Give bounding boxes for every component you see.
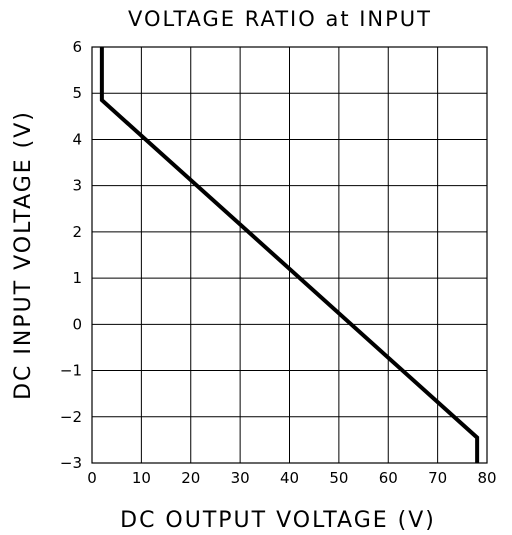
y-tick-label: −1 bbox=[60, 362, 82, 380]
y-tick-label: 5 bbox=[72, 84, 82, 102]
y-tick-label: 4 bbox=[72, 130, 82, 148]
x-tick-label: 50 bbox=[329, 469, 348, 487]
y-tick-label: 3 bbox=[72, 177, 82, 195]
y-tick-label: −2 bbox=[60, 408, 82, 426]
x-tick-label: 70 bbox=[428, 469, 447, 487]
x-tick-labels: 0 10 20 30 40 50 60 70 80 bbox=[87, 469, 496, 487]
x-tick-label: 0 bbox=[87, 469, 97, 487]
y-tick-label: 6 bbox=[72, 38, 82, 56]
grid bbox=[92, 47, 487, 463]
x-tick-label: 30 bbox=[231, 469, 250, 487]
y-tick-label: 1 bbox=[72, 269, 82, 287]
x-tick-label: 10 bbox=[132, 469, 151, 487]
x-tick-label: 20 bbox=[181, 469, 200, 487]
y-tick-labels: −3 −2 −1 0 1 2 3 4 5 6 bbox=[60, 38, 82, 472]
plot-frame bbox=[91, 46, 488, 464]
y-axis-title: DC INPUT VOLTAGE (V) bbox=[11, 110, 36, 400]
x-axis-title: DC OUTPUT VOLTAGE (V) bbox=[120, 508, 436, 533]
x-tick-label: 60 bbox=[379, 469, 398, 487]
y-tick-label: 2 bbox=[72, 223, 82, 241]
y-tick-label: −3 bbox=[60, 454, 82, 472]
series-line bbox=[99, 47, 480, 463]
chart-title: VOLTAGE RATIO at INPUT bbox=[128, 7, 432, 31]
x-tick-label: 80 bbox=[477, 469, 496, 487]
x-tick-label: 40 bbox=[280, 469, 299, 487]
series bbox=[99, 47, 480, 463]
y-tick-label: 0 bbox=[72, 315, 82, 333]
